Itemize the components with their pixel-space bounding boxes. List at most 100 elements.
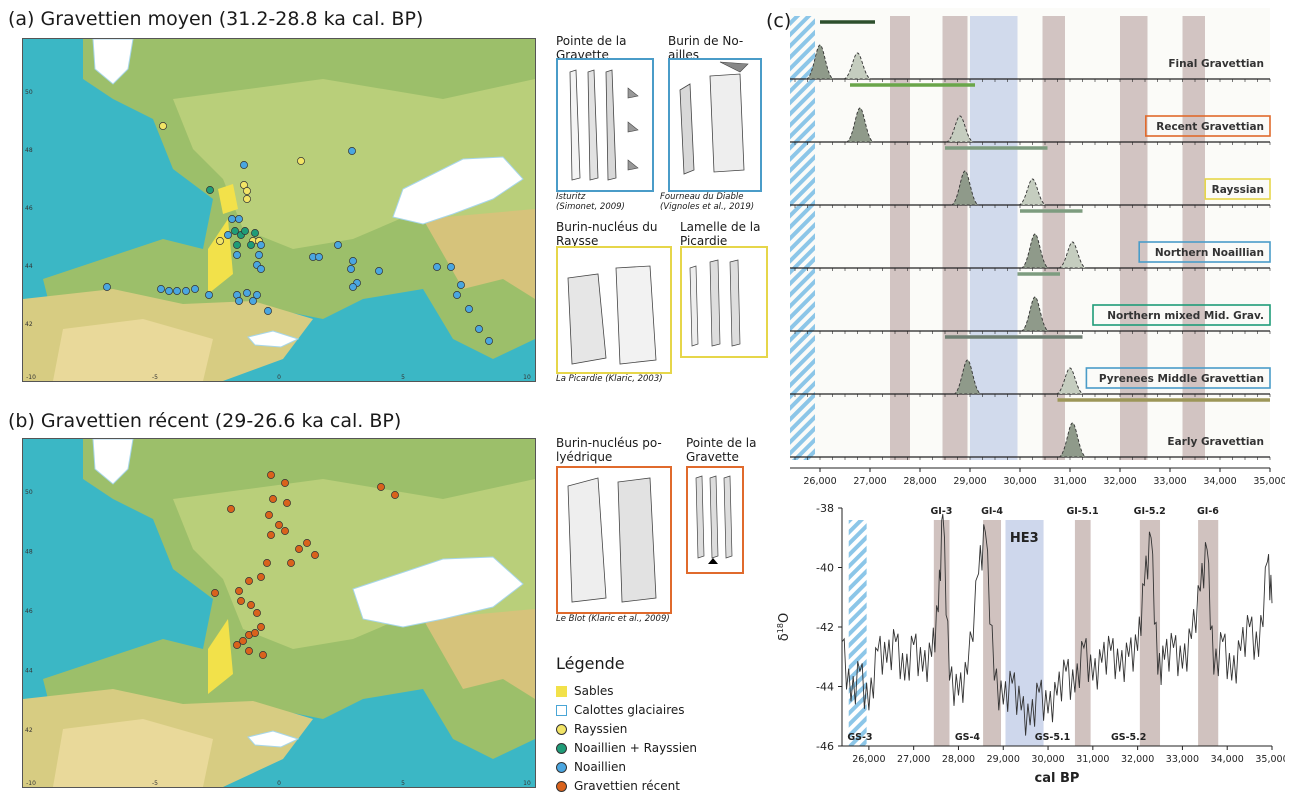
site-dot xyxy=(259,651,267,659)
map-xtick: 5 xyxy=(401,374,405,381)
gi-band xyxy=(890,16,910,460)
site-dot xyxy=(191,285,199,293)
site-dot xyxy=(297,157,305,165)
tool-box-raysse xyxy=(556,246,672,374)
panel-c-label: (c) xyxy=(766,10,792,32)
d18o-chart: -38 -40 -42 -44 -46 26,000 27,000 28,000 29,000 3… xyxy=(776,502,1285,786)
site-dot xyxy=(255,251,263,259)
gi-label: GI-5.2 xyxy=(1134,506,1166,517)
gs-label: GS-3 xyxy=(847,732,872,743)
gi-label: GI-4 xyxy=(981,506,1003,517)
chrono-row: Final Gravettian xyxy=(790,20,1271,82)
legend: Légende Sables Calottes glaciaires Rayssie… xyxy=(556,654,776,794)
italy xyxy=(423,209,535,299)
site-dot xyxy=(257,241,265,249)
tool-caption-gravette-a: Isturitz (Simonet, 2009) xyxy=(556,192,625,212)
site-dot xyxy=(227,505,235,513)
site-dot xyxy=(465,305,473,313)
map-ytick: 46 xyxy=(25,205,33,212)
site-dot xyxy=(311,551,319,559)
panel-b-title: (b) Gravettien récent (29-26.6 ka cal. B… xyxy=(8,410,402,432)
gi-band xyxy=(1120,16,1148,460)
site-dot xyxy=(243,289,251,297)
site-dot xyxy=(157,285,165,293)
map-ytick: 48 xyxy=(25,549,33,556)
alps-ice-sheet-b xyxy=(352,556,524,628)
ytick-label: -38 xyxy=(816,502,834,515)
chrono-xtick-label: 26,000 xyxy=(803,476,836,487)
tool-caption-noailles: Fourneau du Diable (Vignoles et al., 201… xyxy=(660,192,755,212)
map-ytick: 44 xyxy=(25,668,33,675)
he3-band xyxy=(970,16,1018,460)
tool-caption-raysse: La Picardie (Klaric, 2003) xyxy=(556,374,663,384)
x-axis-label: cal BP xyxy=(1035,771,1080,786)
d18o-series xyxy=(841,513,1273,736)
series-label: Early Gravettian xyxy=(1167,436,1264,448)
legend-label: Noaillien + Rayssien xyxy=(574,741,698,755)
chrono-row: Rayssian xyxy=(790,146,1271,208)
xtick-label: 27,000 xyxy=(897,754,930,765)
chrono-xtick-label: 29,000 xyxy=(953,476,986,487)
map-a-svg: -10 -5 0 5 10 50 48 46 44 42 xyxy=(23,39,535,381)
map-xtick: -5 xyxy=(152,780,158,787)
legend-title: Légende xyxy=(556,654,625,673)
legend-swatch xyxy=(556,723,567,735)
site-dot xyxy=(257,265,265,273)
ytick-label: -40 xyxy=(816,562,834,575)
site-dot xyxy=(251,629,259,637)
chrono-row: Northern mixed Mid. Grav. xyxy=(790,272,1271,334)
site-dot xyxy=(237,597,245,605)
chrono-row: Northern Noaillian xyxy=(790,209,1271,271)
site-dot xyxy=(287,559,295,567)
chrono-row: Pyrenees Middle Gravettian xyxy=(790,335,1271,397)
site-dot xyxy=(245,647,253,655)
legend-item: Noaillien + Rayssien xyxy=(556,741,697,755)
series-label: Northern mixed Mid. Grav. xyxy=(1107,310,1264,322)
site-dot xyxy=(264,307,272,315)
map-xtick: -10 xyxy=(26,374,36,381)
legend-item: Noaillien xyxy=(556,760,626,774)
legend-swatch xyxy=(556,761,567,773)
site-dot xyxy=(348,147,356,155)
probability-peak xyxy=(845,107,875,143)
site-dot xyxy=(334,241,342,249)
site-dot xyxy=(295,545,303,553)
site-dot xyxy=(267,531,275,539)
xtick-label: 29,000 xyxy=(987,754,1020,765)
map-xtick: -5 xyxy=(152,374,158,381)
chrono-xtick-label: 28,000 xyxy=(903,476,936,487)
chrono-xtick-label: 31,000 xyxy=(1053,476,1086,487)
raysse-burin-drawing xyxy=(567,265,657,365)
site-dot xyxy=(240,161,248,169)
xtick-label: 34,000 xyxy=(1211,754,1244,765)
chrono-xtick-label: 33,000 xyxy=(1153,476,1186,487)
legend-swatch xyxy=(556,685,567,697)
ytick-label: -42 xyxy=(816,621,834,634)
site-dot xyxy=(453,291,461,299)
series-label-box xyxy=(1138,241,1271,263)
site-dots-a xyxy=(103,122,493,345)
site-dot xyxy=(275,521,283,529)
series-label: Pyrenees Middle Gravettian xyxy=(1099,373,1264,385)
site-dot xyxy=(377,483,385,491)
chrono-xtick-label: 32,000 xyxy=(1103,476,1136,487)
site-dot xyxy=(375,267,383,275)
gravette-point-drawing-b xyxy=(695,475,733,564)
site-dot xyxy=(263,559,271,567)
legend-swatch xyxy=(556,704,567,716)
series-label-box xyxy=(1144,115,1271,137)
tools-panel-b: Burin-nucléus po- lyédrique Le Blot (Kla… xyxy=(556,436,778,636)
site-dot xyxy=(283,499,291,507)
map-panel-b: -10 -5 0 5 10 50 48 46 44 42 xyxy=(22,438,536,788)
alps-ice-sheet xyxy=(392,156,524,225)
site-dot xyxy=(303,539,311,547)
probability-peak xyxy=(1058,241,1087,269)
site-dot xyxy=(243,187,251,195)
series-label-box xyxy=(1204,178,1271,200)
site-dot xyxy=(103,283,111,291)
site-dot xyxy=(475,325,483,333)
legend-item: Sables xyxy=(556,684,614,698)
site-dot xyxy=(235,587,243,595)
xtick-label: 33,000 xyxy=(1166,754,1199,765)
probability-peak xyxy=(1058,422,1087,458)
